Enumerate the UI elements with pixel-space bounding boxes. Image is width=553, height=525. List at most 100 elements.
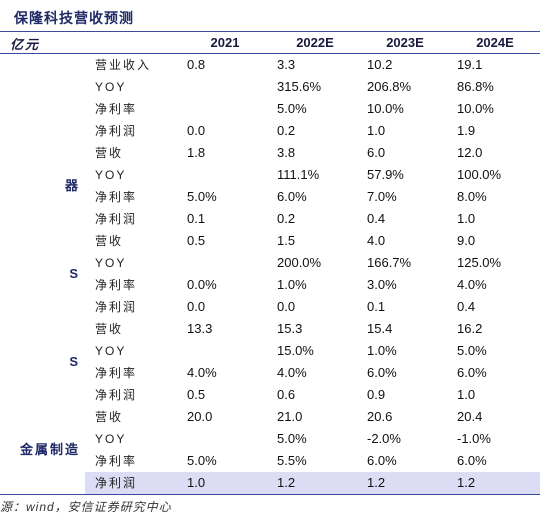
table-cell: 19.1	[457, 57, 483, 72]
table-cell: 1.9	[457, 123, 476, 138]
metric-label: 净利率	[95, 190, 138, 204]
table-cell: 6.0%	[367, 365, 397, 380]
metric-label: 净利率	[95, 366, 138, 380]
table-cell: 20.4	[457, 409, 483, 424]
table-cell: 0.0	[187, 123, 206, 138]
group-label: S	[69, 354, 80, 369]
metric-label: 净利率	[95, 102, 138, 116]
metric-label: YOY	[95, 80, 127, 94]
table-cell: 0.0%	[187, 277, 217, 292]
table-cell: 5.5%	[277, 453, 307, 468]
table-title: 保隆科技营收预测	[14, 10, 134, 26]
table-cell: 3.0%	[367, 277, 397, 292]
table-cell: 15.0%	[277, 343, 314, 358]
metric-label: YOY	[95, 256, 127, 270]
table-cell: 111.1%	[277, 167, 320, 182]
table-cell: 206.8%	[367, 79, 412, 94]
table-cell: 1.0	[457, 211, 476, 226]
table-cell: 1.0%	[367, 343, 397, 358]
metric-label: 净利润	[95, 300, 138, 314]
table-cell: 10.2	[367, 57, 393, 72]
metric-label: 营收	[95, 410, 124, 424]
column-header: 2022E	[296, 35, 334, 50]
table-cell: -2.0%	[367, 431, 401, 446]
table-cell: -1.0%	[457, 431, 491, 446]
table-cell: 1.5	[277, 233, 296, 248]
table-cell: 4.0	[367, 233, 386, 248]
table-cell: 12.0	[457, 145, 483, 160]
metric-label: 净利润	[95, 388, 138, 402]
table-cell: 0.2	[277, 211, 296, 226]
table-cell: 16.2	[457, 321, 483, 336]
table-cell: 10.0%	[367, 101, 404, 116]
table-cell: 0.4	[367, 211, 386, 226]
table-cell: 15.4	[367, 321, 393, 336]
table-cell: 1.2	[277, 475, 296, 490]
metric-label: YOY	[95, 344, 127, 358]
table-cell: 1.0	[187, 475, 206, 490]
table-cell: 3.3	[277, 57, 296, 72]
table-cell: 100.0%	[457, 167, 502, 182]
rule	[0, 31, 540, 32]
table-cell: 57.9%	[367, 167, 404, 182]
table-cell: 0.5	[187, 233, 206, 248]
metric-label: 净利润	[95, 212, 138, 226]
table-cell: 86.8%	[457, 79, 494, 94]
table-cell: 5.0%	[277, 431, 307, 446]
metric-label: YOY	[95, 432, 127, 446]
table-cell: 10.0%	[457, 101, 494, 116]
table-cell: 0.5	[187, 387, 206, 402]
table-cell: 15.3	[277, 321, 303, 336]
table-cell: 6.0%	[457, 453, 487, 468]
table-cell: 9.0	[457, 233, 476, 248]
table-cell: 0.1	[187, 211, 206, 226]
row-highlight	[85, 472, 540, 494]
metric-label: 营业收入	[95, 58, 152, 72]
table-cell: 0.9	[367, 387, 386, 402]
column-header: 2024E	[476, 35, 514, 50]
rule	[0, 494, 540, 495]
table-cell: 0.8	[187, 57, 206, 72]
table-cell: 13.3	[187, 321, 213, 336]
table-cell: 5.0%	[277, 101, 307, 116]
group-label: 器	[64, 178, 80, 193]
table-cell: 0.6	[277, 387, 296, 402]
table-cell: 1.2	[457, 475, 476, 490]
table-cell: 0.0	[277, 299, 296, 314]
table-cell: 4.0%	[187, 365, 217, 380]
table-cell: 5.0%	[457, 343, 487, 358]
metric-label: 营收	[95, 146, 124, 160]
table-cell: 1.8	[187, 145, 206, 160]
rule	[0, 53, 540, 54]
metric-label: YOY	[95, 168, 127, 182]
table-cell: 5.0%	[187, 189, 217, 204]
table-cell: 0.1	[367, 299, 386, 314]
table-cell: 1.0%	[277, 277, 307, 292]
table-cell: 1.2	[367, 475, 386, 490]
table-cell: 5.0%	[187, 453, 217, 468]
table-cell: 6.0%	[367, 453, 397, 468]
source-note: 源：wind，安信证券研究中心	[0, 500, 172, 514]
table-cell: 0.2	[277, 123, 296, 138]
table-cell: 0.4	[457, 299, 476, 314]
metric-label: 净利润	[95, 476, 138, 490]
table-cell: 1.0	[367, 123, 386, 138]
unit-label: 亿元	[10, 37, 41, 52]
group-label: 金属制造	[19, 442, 80, 457]
table-cell: 4.0%	[457, 277, 487, 292]
column-header: 2023E	[386, 35, 424, 50]
metric-label: 净利率	[95, 278, 138, 292]
table-cell: 6.0%	[457, 365, 487, 380]
column-header: 2021	[210, 35, 240, 50]
table-cell: 3.8	[277, 145, 296, 160]
metric-label: 净利润	[95, 124, 138, 138]
table-cell: 166.7%	[367, 255, 412, 270]
metric-label: 净利率	[95, 454, 138, 468]
table-cell: 315.6%	[277, 79, 322, 94]
table-cell: 20.6	[367, 409, 393, 424]
table-cell: 4.0%	[277, 365, 307, 380]
table-cell: 200.0%	[277, 255, 322, 270]
table-cell: 20.0	[187, 409, 213, 424]
table-cell: 21.0	[277, 409, 303, 424]
